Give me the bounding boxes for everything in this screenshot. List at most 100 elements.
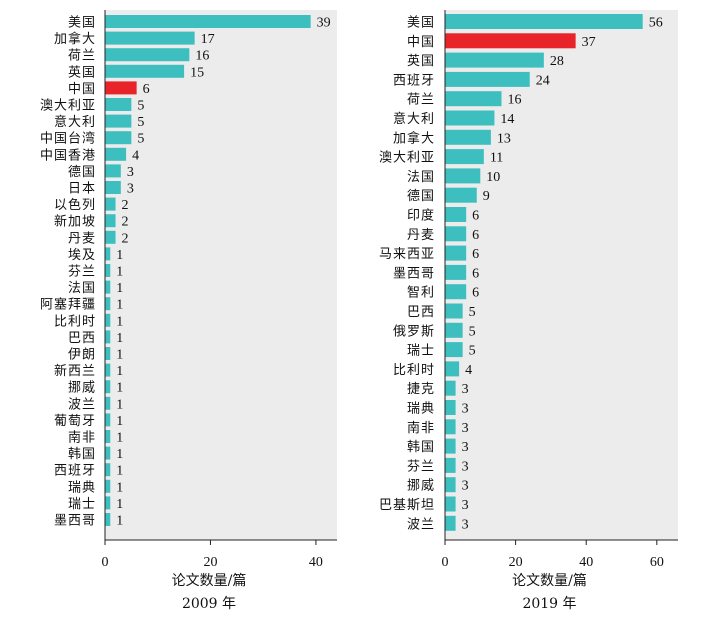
category-label: 以色列 xyxy=(54,197,96,213)
data-label: 14 xyxy=(500,112,514,127)
category-label: 西班牙 xyxy=(54,464,96,479)
bar-mark xyxy=(105,197,116,211)
data-label: 3 xyxy=(462,479,469,494)
data-label: 3 xyxy=(462,382,469,397)
data-label: 3 xyxy=(462,459,469,474)
data-label: 56 xyxy=(649,16,663,31)
category-label: 波兰 xyxy=(68,397,96,412)
category-label: 瑞典 xyxy=(407,402,435,417)
data-label: 10 xyxy=(486,170,500,185)
category-label: 荷兰 xyxy=(407,93,435,108)
data-label: 1 xyxy=(116,381,123,396)
category-label: 韩国 xyxy=(68,447,96,462)
data-label: 1 xyxy=(116,447,123,462)
category-label: 法国 xyxy=(407,170,435,185)
category-label: 新加坡 xyxy=(54,214,96,230)
bar-mark xyxy=(445,457,456,473)
category-label: 阿塞拜疆 xyxy=(40,297,96,313)
bar-mark xyxy=(105,147,127,161)
bar-mark xyxy=(105,247,111,261)
data-label: 15 xyxy=(190,65,204,80)
bar-mark xyxy=(445,33,576,49)
category-label: 瑞士 xyxy=(68,497,96,512)
panel-background xyxy=(105,10,337,540)
category-label: 比利时 xyxy=(54,314,96,329)
bar-mark xyxy=(105,181,121,194)
bar-mark xyxy=(105,430,111,443)
data-label: 5 xyxy=(469,305,476,320)
data-label: 6 xyxy=(143,82,150,97)
bar-mark xyxy=(105,380,111,394)
bar-mark xyxy=(105,280,111,294)
bar-mark xyxy=(445,438,456,454)
data-label: 3 xyxy=(462,517,469,532)
x-tick-label: 0 xyxy=(442,555,449,570)
data-label: 16 xyxy=(195,49,209,64)
category-label: 意大利 xyxy=(393,111,435,127)
category-label: 韩国 xyxy=(407,440,435,455)
x-tick-label: 60 xyxy=(650,555,664,570)
data-label: 1 xyxy=(116,514,123,529)
data-label: 3 xyxy=(462,402,469,417)
data-label: 28 xyxy=(550,54,564,69)
category-label: 南非 xyxy=(407,420,435,436)
bar-mark xyxy=(445,245,467,261)
data-label: 6 xyxy=(472,209,479,224)
bar-mark xyxy=(445,496,456,512)
category-label: 比利时 xyxy=(393,363,435,378)
category-label: 丹麦 xyxy=(407,228,435,243)
category-label: 墨西哥 xyxy=(54,514,96,529)
bar-mark xyxy=(105,363,111,377)
data-label: 1 xyxy=(116,464,123,479)
category-label: 伊朗 xyxy=(68,348,96,363)
category-label: 芬兰 xyxy=(407,459,435,474)
category-label: 波兰 xyxy=(407,517,435,532)
x-axis-label: 论文数量/篇 xyxy=(512,573,587,589)
bar-mark xyxy=(105,131,132,145)
bar-mark xyxy=(445,14,643,29)
category-label: 法国 xyxy=(68,281,96,296)
data-label: 6 xyxy=(472,228,479,243)
category-label: 智利 xyxy=(407,286,435,301)
bar-mark xyxy=(105,31,195,45)
data-label: 1 xyxy=(116,497,123,512)
category-label: 澳大利亚 xyxy=(379,150,435,166)
bar-mark xyxy=(445,264,467,280)
data-label: 4 xyxy=(465,363,472,378)
data-label: 6 xyxy=(472,266,479,281)
category-label: 日本 xyxy=(68,182,96,197)
category-label: 墨西哥 xyxy=(393,266,435,281)
bar-mark xyxy=(445,284,467,300)
data-label: 1 xyxy=(116,314,123,329)
category-label: 挪威 xyxy=(68,381,96,396)
data-label: 5 xyxy=(137,115,144,130)
panel-caption: 2019 年 xyxy=(522,596,576,612)
data-label: 5 xyxy=(137,99,144,114)
x-tick-label: 20 xyxy=(203,555,217,570)
bar-mark xyxy=(445,110,495,126)
bar-mark xyxy=(445,303,463,319)
category-label: 澳大利亚 xyxy=(40,98,96,114)
bar-mark xyxy=(445,361,460,377)
bar-mark xyxy=(105,114,132,128)
bar-mark xyxy=(445,515,456,531)
data-label: 1 xyxy=(116,281,123,296)
data-label: 1 xyxy=(116,480,123,495)
data-label: 4 xyxy=(132,148,139,163)
data-label: 16 xyxy=(507,93,521,108)
x-tick-label: 20 xyxy=(509,555,523,570)
category-label: 俄罗斯 xyxy=(393,324,435,339)
data-label: 1 xyxy=(116,431,123,446)
bar-mark xyxy=(105,297,111,311)
bar-mark xyxy=(445,52,544,68)
category-label: 新西兰 xyxy=(54,363,96,379)
category-label: 芬兰 xyxy=(68,265,96,280)
x-tick-label: 40 xyxy=(309,555,323,570)
data-label: 1 xyxy=(116,414,123,429)
category-label: 挪威 xyxy=(407,479,435,494)
bar-mark xyxy=(105,15,311,28)
x-tick-label: 40 xyxy=(579,555,593,570)
category-label: 瑞典 xyxy=(68,480,96,495)
